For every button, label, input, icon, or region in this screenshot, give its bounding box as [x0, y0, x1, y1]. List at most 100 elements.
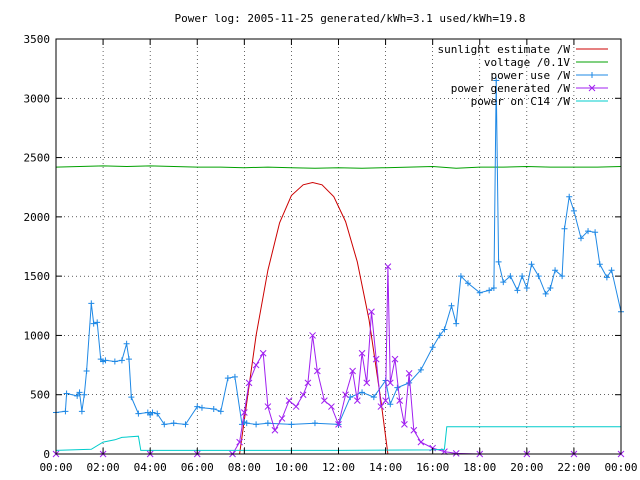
- power-use-w-point: [603, 274, 610, 281]
- power-generated-w-point: [264, 403, 272, 410]
- power-generated-w-point: [382, 397, 389, 404]
- x-tick-label: 22:00: [557, 461, 590, 474]
- power-generated-w-point: [405, 370, 413, 377]
- x-tick-label: 10:00: [275, 461, 308, 474]
- power-generated-w-point: [349, 367, 356, 375]
- power-use-w-point: [243, 420, 250, 427]
- power-use-w-point: [417, 366, 424, 373]
- sunlight-estimate-w-series: [239, 181, 389, 455]
- sunlight-estimate-w-line: [239, 181, 389, 455]
- power-generated-w-point: [236, 438, 243, 446]
- power-use-w-point: [453, 320, 460, 327]
- power-use-w-point: [224, 375, 231, 382]
- power-generated-w-point: [353, 397, 361, 404]
- power-generated-w-point: [278, 415, 286, 422]
- power-generated-w-line: [56, 266, 621, 455]
- y-tick-label: 0: [43, 448, 50, 461]
- power-use-w-point: [311, 420, 318, 427]
- power-use-w-point: [519, 273, 526, 280]
- power-use-w-point: [217, 408, 224, 415]
- power-generated-w-point: [368, 308, 375, 316]
- power-use-w-point: [528, 261, 535, 268]
- power-use-w-point: [90, 320, 97, 327]
- power-use-w-point: [88, 300, 95, 307]
- y-axis: 0 500 1000 1500 2000 2500 3000 3500: [24, 33, 621, 461]
- power-use-w-point: [125, 356, 132, 363]
- power-generated-w-point: [358, 349, 366, 357]
- power-generated-w-point: [410, 426, 418, 434]
- power-generated-w-point: [299, 391, 307, 399]
- power-generated-w-point: [452, 450, 460, 457]
- legend-label-power-use-w: power use /W: [491, 69, 571, 82]
- power-use-w-point: [394, 384, 401, 391]
- power-use-w-point: [210, 405, 217, 412]
- x-tick-label: 00:00: [39, 461, 72, 474]
- power-use-w-point: [81, 391, 88, 398]
- legend-power-use-w-point: [589, 72, 595, 78]
- power-generated-w-point: [240, 409, 248, 416]
- power-generated-w-point: [259, 349, 267, 357]
- power-use-w-point: [128, 394, 135, 401]
- power-use-w-point: [457, 273, 464, 280]
- power-use-w-point: [596, 261, 603, 268]
- power-use-w-point: [123, 340, 130, 347]
- x-tick-label: 00:00: [604, 461, 637, 474]
- x-tick-label: 04:00: [134, 461, 167, 474]
- power-use-w-point: [547, 285, 554, 291]
- power-use-w-point: [490, 285, 497, 291]
- power-generated-w-point: [386, 379, 394, 387]
- power-use-w-point: [592, 229, 599, 236]
- power-use-w-point: [111, 358, 118, 365]
- power-use-w-point: [76, 389, 83, 396]
- power-generated-w-series: [52, 263, 625, 458]
- power-generated-w-point: [342, 391, 349, 399]
- power-use-w-point: [507, 273, 514, 280]
- power-use-w-point: [448, 302, 455, 309]
- power-use-w-point: [495, 258, 502, 265]
- power-use-w-point: [182, 421, 189, 428]
- x-tick-label: 06:00: [181, 461, 214, 474]
- x-tick-label: 20:00: [510, 461, 543, 474]
- power-use-w-point: [387, 401, 394, 408]
- power-generated-w-point: [252, 361, 260, 369]
- power-use-w-point: [83, 368, 90, 374]
- power-use-w-point: [464, 280, 471, 287]
- power-use-w-point: [149, 409, 156, 416]
- legend-label-voltage-0-1v: voltage /0.1V: [484, 56, 570, 69]
- power-generated-w-point: [384, 263, 392, 271]
- legend-label-power-generated-w: power generated /W: [451, 82, 571, 95]
- x-axis: 00:00 02:00 04:00 06:00 08:00 10:00 12:00 14:00…: [39, 39, 638, 474]
- power-use-w-point: [102, 357, 109, 364]
- power-generated-w-point: [372, 355, 380, 363]
- power-use-w-point: [194, 403, 201, 410]
- power-use-w-line: [55, 80, 622, 426]
- power-generated-w-point: [304, 379, 312, 387]
- power-generated-w-point: [335, 421, 342, 428]
- y-tick-label: 1500: [24, 270, 51, 283]
- power-use-w-point: [577, 235, 584, 242]
- power-on-c14-w-series: [55, 426, 621, 451]
- power-use-w-point: [170, 420, 177, 427]
- power-generated-w-point: [309, 332, 316, 339]
- power-generated-w-point: [396, 397, 404, 404]
- power-generated-w-point: [271, 426, 279, 434]
- power-use-w-point: [74, 392, 81, 399]
- legend-power-generated-w-point: [588, 84, 596, 92]
- power-generated-w-point: [391, 355, 399, 363]
- power-use-w-point: [523, 285, 530, 291]
- x-tick-label: 16:00: [416, 461, 449, 474]
- y-tick-label: 1000: [24, 329, 51, 342]
- chart-title: Power log: 2005-11-25 generated/kWh=3.1 …: [175, 12, 526, 25]
- power-generated-w-point: [313, 367, 321, 375]
- power-generated-w-point: [328, 403, 335, 410]
- power-use-w-point: [585, 228, 592, 235]
- voltage-0-1v-series: [55, 165, 622, 169]
- power-use-w-point: [154, 410, 161, 417]
- power-use-w-point: [370, 394, 377, 401]
- power-use-w-point: [253, 421, 260, 428]
- power-use-w-point: [359, 389, 366, 396]
- power-generated-w-point: [321, 397, 328, 404]
- y-tick-label: 500: [30, 389, 50, 402]
- power-use-w-point: [535, 273, 542, 280]
